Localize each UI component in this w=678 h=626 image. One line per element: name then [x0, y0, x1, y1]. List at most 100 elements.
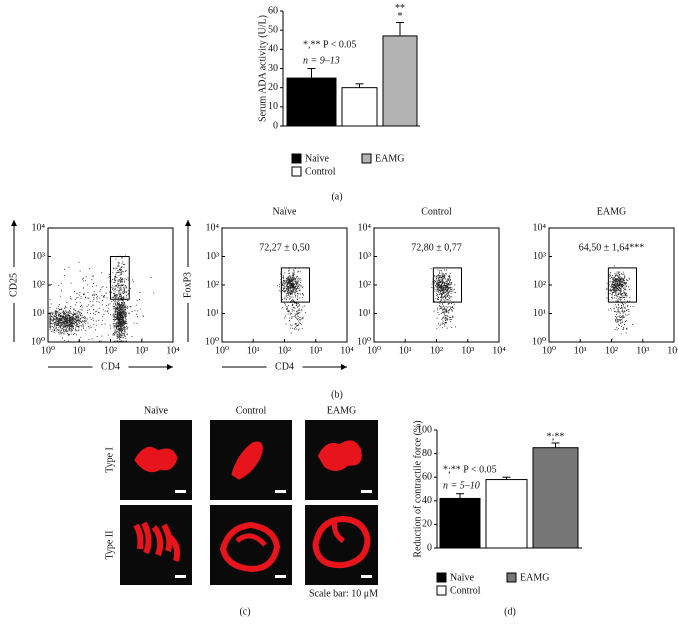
y-tick-label: 80 [422, 448, 432, 459]
event-dot [67, 333, 68, 334]
event-dot [121, 324, 122, 325]
event-dot [78, 326, 79, 327]
event-dot [83, 321, 84, 322]
event-dot [615, 295, 616, 296]
event-dot [288, 273, 289, 274]
event-dot [115, 286, 116, 287]
event-dot [616, 327, 617, 328]
event-dot [101, 287, 102, 288]
event-dot [125, 271, 126, 272]
event-dot [442, 307, 443, 308]
event-dot [610, 293, 611, 294]
event-dot [284, 284, 285, 285]
event-dot [118, 264, 119, 265]
event-dot [617, 322, 618, 323]
event-dot [447, 286, 448, 287]
event-dot [50, 322, 51, 323]
event-dot [623, 290, 624, 291]
event-dot [285, 290, 286, 291]
event-dot [451, 319, 452, 320]
event-dot [66, 321, 67, 322]
event-dot [57, 321, 58, 322]
event-dot [450, 273, 451, 274]
event-dot [299, 293, 300, 294]
event-dot [78, 317, 79, 318]
event-dot [119, 336, 120, 337]
event-dot [56, 314, 57, 315]
event-dot [52, 316, 53, 317]
event-dot [436, 282, 437, 283]
event-dot [60, 324, 61, 325]
event-dot [442, 280, 443, 281]
event-dot [92, 286, 93, 287]
event-dot [444, 276, 445, 277]
event-dot [119, 331, 120, 332]
scale-bar [175, 490, 186, 493]
event-dot [290, 313, 291, 314]
event-dot [102, 300, 103, 301]
event-dot [617, 272, 618, 273]
plot-title: Control [421, 206, 452, 217]
event-dot [50, 328, 51, 329]
event-dot [288, 295, 289, 296]
event-dot [454, 292, 455, 293]
event-dot [621, 290, 622, 291]
event-dot [76, 298, 77, 299]
event-dot [62, 338, 63, 339]
event-dot [606, 288, 607, 289]
event-dot [68, 334, 69, 335]
event-dot [115, 303, 116, 304]
event-dot [614, 286, 615, 287]
event-dot [116, 332, 117, 333]
event-dot [616, 317, 617, 318]
event-dot [125, 305, 126, 306]
event-dot [80, 306, 81, 307]
event-dot [287, 280, 288, 281]
event-dot [290, 284, 291, 285]
event-dot [56, 308, 57, 309]
event-dot [78, 297, 79, 298]
event-dot [611, 286, 612, 287]
event-dot [293, 270, 294, 271]
event-dot [293, 301, 294, 302]
event-dot [73, 319, 74, 320]
event-dot [280, 274, 281, 275]
event-dot [54, 332, 55, 333]
event-dot [54, 312, 55, 313]
event-dot [118, 322, 119, 323]
event-dot [611, 287, 612, 288]
event-dot [619, 283, 620, 284]
event-dot [294, 279, 295, 280]
event-dot [118, 325, 119, 326]
event-dot [289, 320, 290, 321]
event-dot [443, 293, 444, 294]
event-dot [619, 285, 620, 286]
y-tick-label: 10¹ [358, 308, 371, 319]
event-dot [299, 319, 300, 320]
event-dot [123, 305, 124, 306]
event-dot [89, 328, 90, 329]
event-dot [439, 275, 440, 276]
event-dot [125, 329, 126, 330]
legend-swatch [292, 167, 301, 176]
event-dot [137, 323, 138, 324]
event-dot [442, 294, 443, 295]
event-dot [115, 288, 116, 289]
event-dot [110, 314, 111, 315]
event-dot [449, 275, 450, 276]
event-dot [118, 283, 119, 284]
event-dot [614, 279, 615, 280]
event-dot [67, 318, 68, 319]
event-dot [616, 290, 617, 291]
event-dot [436, 328, 437, 329]
event-dot [65, 313, 66, 314]
event-dot [60, 315, 61, 316]
event-dot [439, 284, 440, 285]
event-dot [115, 308, 116, 309]
event-dot [50, 315, 51, 316]
event-dot [296, 326, 297, 327]
event-dot [125, 323, 126, 324]
event-dot [442, 281, 443, 282]
event-dot [119, 269, 120, 270]
